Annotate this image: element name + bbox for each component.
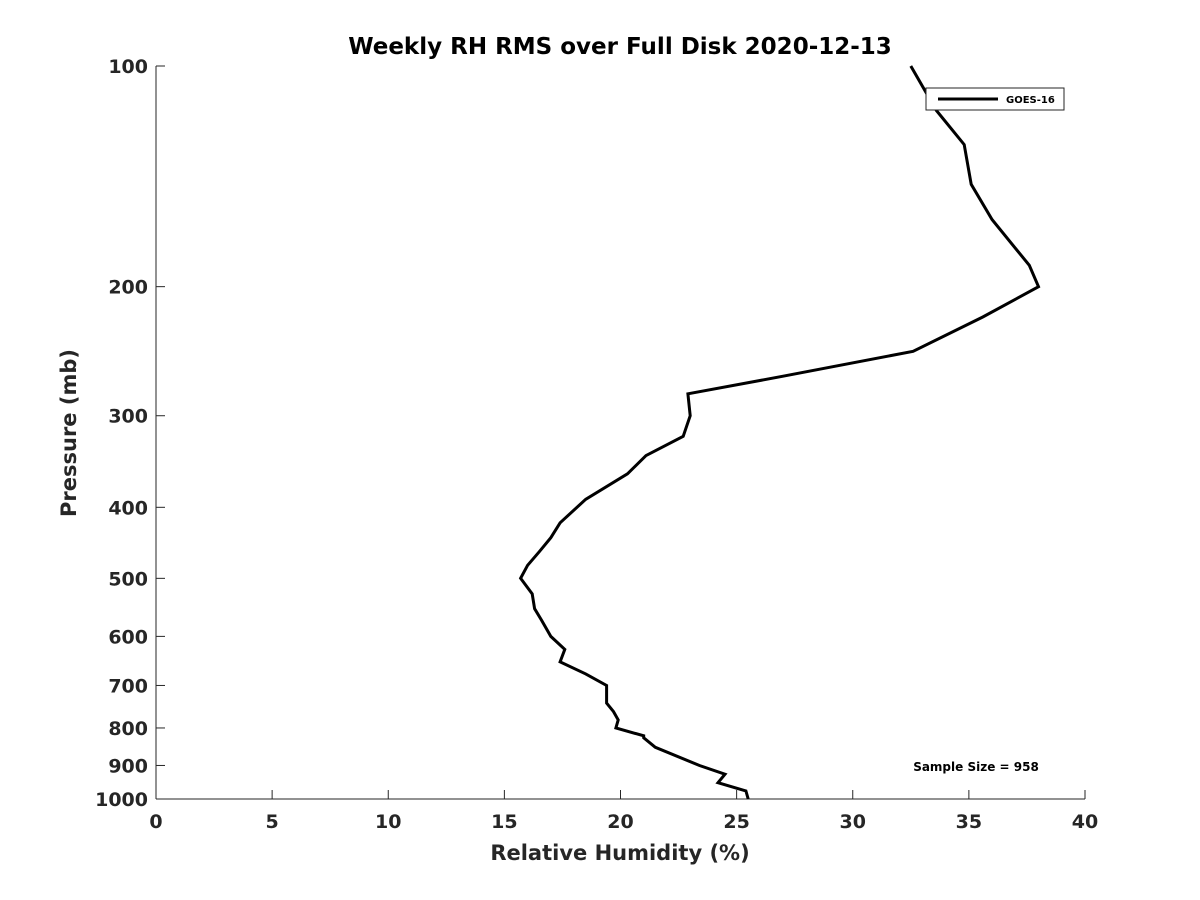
y-tick-label: 700 bbox=[108, 675, 148, 697]
legend-label: GOES-16 bbox=[1006, 95, 1055, 106]
plot-area: 0 5 10 15 20 25 30 35 40 100 200 300 400 500 600 700 800… bbox=[95, 56, 1098, 833]
y-tick-label: 900 bbox=[108, 755, 148, 777]
y-tick-label: 500 bbox=[108, 568, 148, 590]
y-tick-label: 600 bbox=[108, 626, 148, 648]
series-line-goes-16 bbox=[518, 65, 1041, 800]
x-tick-label: 10 bbox=[375, 811, 401, 833]
x-tick-label: 0 bbox=[149, 811, 162, 833]
y-tick-label: 100 bbox=[108, 56, 148, 78]
chart-title: Weekly RH RMS over Full Disk 2020-12-13 bbox=[348, 34, 892, 60]
y-tick-label: 400 bbox=[108, 497, 148, 519]
y-tick-label: 300 bbox=[108, 406, 148, 428]
x-tick-label: 40 bbox=[1072, 811, 1098, 833]
x-tick-label: 25 bbox=[723, 811, 749, 833]
x-axis-label: Relative Humidity (%) bbox=[490, 841, 749, 865]
sample-size-annotation: Sample Size = 958 bbox=[913, 760, 1039, 774]
x-tick-label: 5 bbox=[266, 811, 279, 833]
y-tick-label: 200 bbox=[108, 277, 148, 299]
x-tick-label: 15 bbox=[491, 811, 517, 833]
y-tick-label: 800 bbox=[108, 718, 148, 740]
x-tick-label: 20 bbox=[607, 811, 633, 833]
x-tick-label: 35 bbox=[956, 811, 982, 833]
y-tick-label: 1000 bbox=[95, 789, 148, 811]
y-axis-label: Pressure (mb) bbox=[57, 349, 81, 517]
x-tick-label: 30 bbox=[840, 811, 866, 833]
